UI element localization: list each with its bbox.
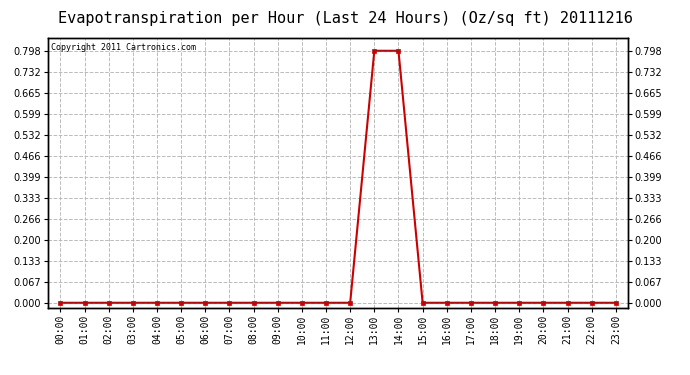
Text: Evapotranspiration per Hour (Last 24 Hours) (Oz/sq ft) 20111216: Evapotranspiration per Hour (Last 24 Hou…	[57, 11, 633, 26]
Text: Copyright 2011 Cartronics.com: Copyright 2011 Cartronics.com	[51, 43, 196, 52]
